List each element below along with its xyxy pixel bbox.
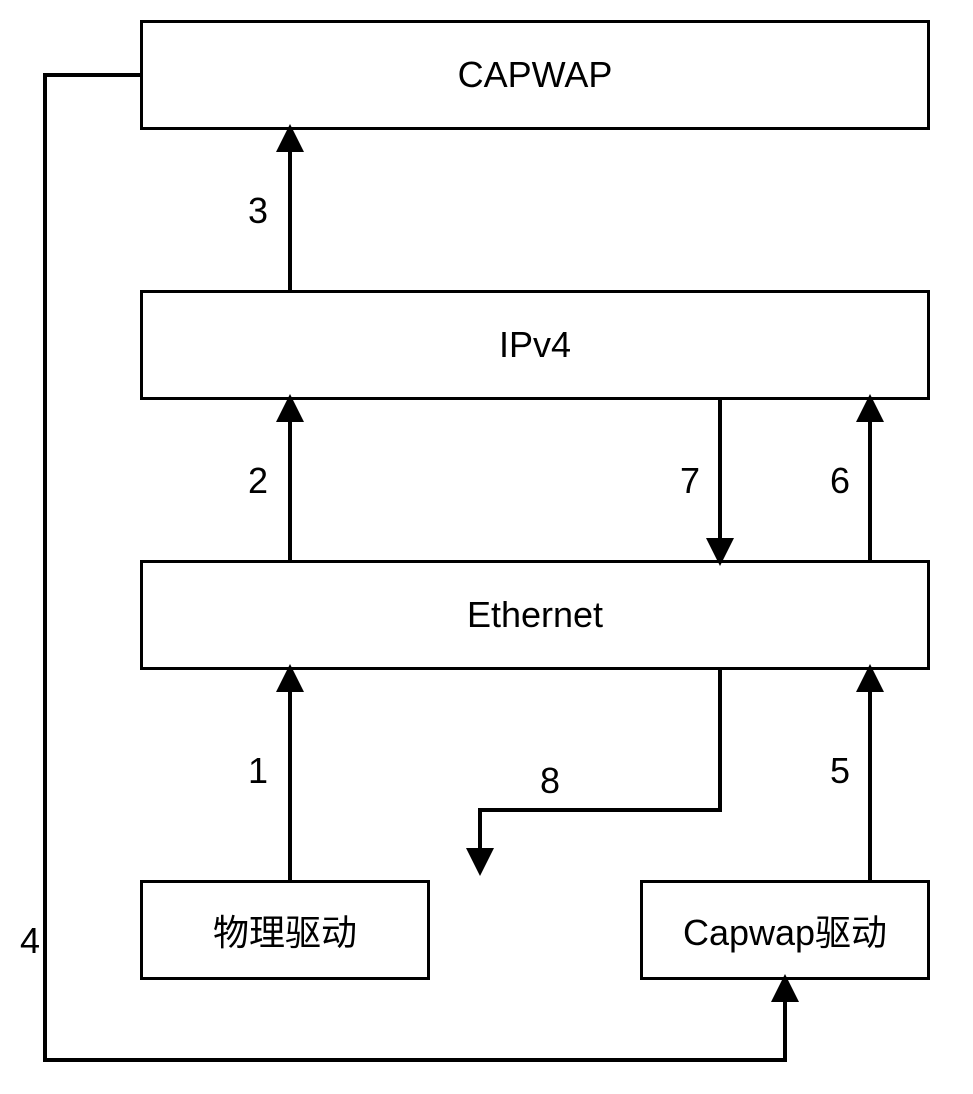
node-ipv4: IPv4 <box>140 290 930 400</box>
edge-label-4: 4 <box>20 920 40 962</box>
edge-label-6: 6 <box>830 460 850 502</box>
edge-label-2: 2 <box>248 460 268 502</box>
node-capwap-driver-label: Capwap驱动 <box>683 904 887 956</box>
node-ipv4-label: IPv4 <box>499 324 571 366</box>
node-ethernet: Ethernet <box>140 560 930 670</box>
edge-label-3: 3 <box>248 190 268 232</box>
node-physical-driver-label: 物理驱动 <box>213 904 357 956</box>
edge-label-5: 5 <box>830 750 850 792</box>
edge-label-7: 7 <box>680 460 700 502</box>
node-ethernet-label: Ethernet <box>467 594 603 636</box>
node-capwap: CAPWAP <box>140 20 930 130</box>
edge-label-8: 8 <box>540 760 560 802</box>
node-capwap-label: CAPWAP <box>458 54 613 96</box>
node-physical-driver: 物理驱动 <box>140 880 430 980</box>
node-capwap-driver: Capwap驱动 <box>640 880 930 980</box>
edge-label-1: 1 <box>248 750 268 792</box>
edge-e8 <box>480 670 720 870</box>
